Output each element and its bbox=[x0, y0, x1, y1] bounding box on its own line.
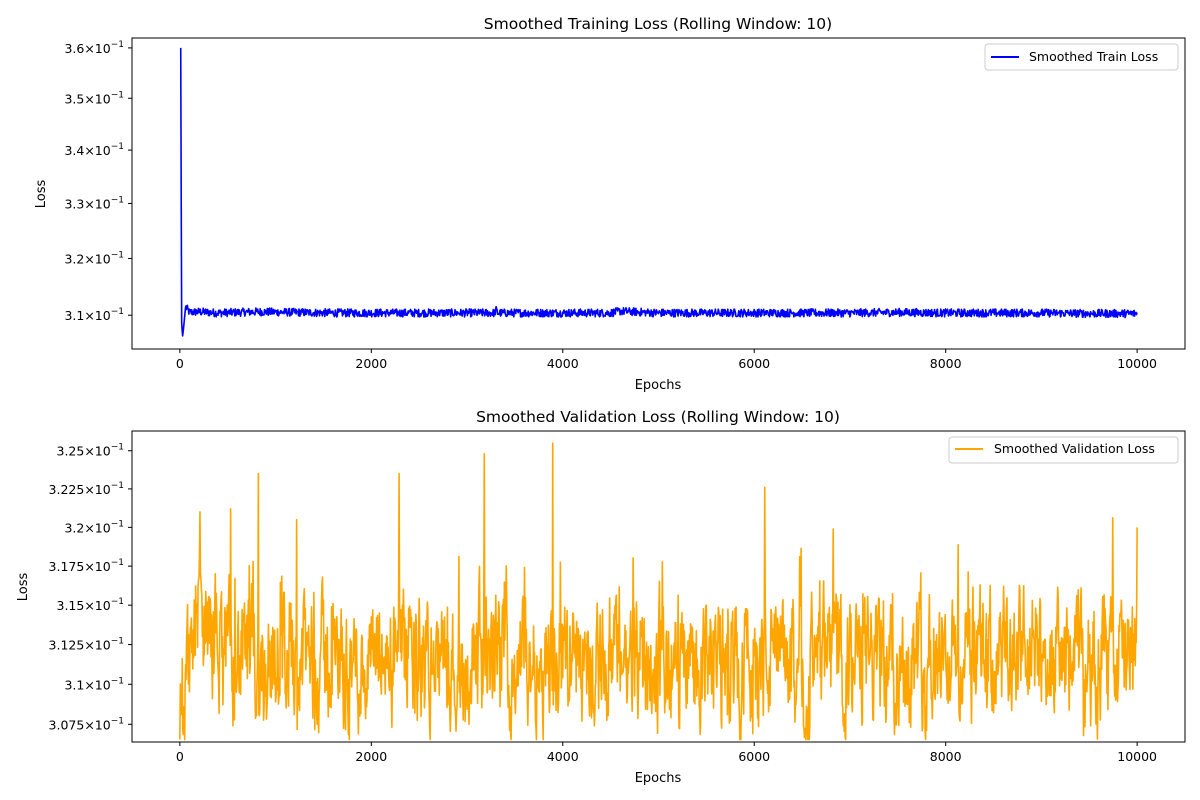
train-loss-y-label: Loss bbox=[34, 180, 49, 209]
validation-loss-title: Smoothed Validation Loss (Rolling Window… bbox=[476, 408, 840, 426]
train-loss-y-tick-label: 3.1×10−1 bbox=[64, 307, 124, 323]
validation-loss-axes-frame bbox=[131, 430, 1186, 743]
train-loss-legend: Smoothed Train Loss bbox=[984, 43, 1179, 71]
validation-loss-legend-label: Smoothed Validation Loss bbox=[994, 441, 1155, 456]
train-loss-title: Smoothed Training Loss (Rolling Window: … bbox=[484, 15, 832, 33]
train-loss-x-tick-label: 10000 bbox=[1117, 356, 1157, 371]
train-loss-x-tick-label: 6000 bbox=[738, 356, 770, 371]
train-loss-series bbox=[179, 47, 1138, 337]
validation-loss-legend-box bbox=[948, 436, 1179, 464]
train-loss-y-tick-label: 3.4×10−1 bbox=[64, 142, 124, 158]
train-loss-x-tick-label: 8000 bbox=[930, 356, 962, 371]
validation-loss-y-tick-label: 3.125×10−1 bbox=[49, 637, 124, 653]
train-loss-x-tick-label: 0 bbox=[176, 356, 184, 371]
validation-loss-y-tick-label: 3.225×10−1 bbox=[49, 481, 124, 497]
validation-loss-axes: Smoothed Validation Loss (Rolling Window… bbox=[16, 408, 1186, 786]
validation-loss-y-tick-label: 3.2×10−1 bbox=[64, 519, 124, 535]
train-loss-y-ticks: 3.1×10−1 3.2×10−1 3.3×10−1 3.4×10−1 3.5×10−1… bbox=[64, 40, 132, 323]
train-loss-axes: Smoothed Training Loss (Rolling Window: … bbox=[34, 15, 1186, 393]
validation-loss-x-tick-label: 6000 bbox=[738, 749, 770, 764]
validation-loss-y-tick-label: 3.175×10−1 bbox=[49, 558, 124, 574]
train-loss-line bbox=[179, 47, 1138, 337]
validation-loss-x-tick-label: 2000 bbox=[355, 749, 387, 764]
train-loss-x-tick-label: 2000 bbox=[355, 356, 387, 371]
train-loss-axes-frame bbox=[131, 37, 1186, 350]
train-loss-y-tick-label: 3.2×10−1 bbox=[64, 250, 124, 266]
train-loss-legend-label: Smoothed Train Loss bbox=[1029, 49, 1158, 64]
validation-loss-y-ticks: 3.075×10−1 3.1×10−1 3.125×10−1 3.15×10−1 3.1… bbox=[49, 443, 132, 732]
validation-loss-x-label: Epochs bbox=[635, 771, 682, 786]
validation-loss-y-tick-label: 3.25×10−1 bbox=[57, 443, 125, 459]
train-loss-x-ticks: 0 2000 4000 6000 8000 10000 bbox=[176, 349, 1157, 371]
train-loss-y-tick-label: 3.6×10−1 bbox=[64, 40, 124, 56]
validation-loss-y-tick-label: 3.15×10−1 bbox=[57, 597, 125, 613]
validation-loss-x-tick-label: 4000 bbox=[547, 749, 579, 764]
train-loss-legend-box bbox=[984, 43, 1179, 71]
validation-loss-y-tick-label: 3.075×10−1 bbox=[49, 716, 124, 732]
train-loss-y-tick-label: 3.5×10−1 bbox=[64, 90, 124, 106]
train-loss-x-tick-label: 4000 bbox=[547, 356, 579, 371]
train-loss-x-label: Epochs bbox=[635, 378, 682, 393]
validation-loss-x-tick-label: 8000 bbox=[930, 749, 962, 764]
validation-loss-x-tick-label: 0 bbox=[176, 749, 184, 764]
validation-loss-series bbox=[179, 442, 1138, 741]
validation-loss-x-tick-label: 10000 bbox=[1117, 749, 1157, 764]
train-loss-y-tick-label: 3.3×10−1 bbox=[64, 195, 124, 211]
validation-loss-line bbox=[179, 442, 1138, 741]
validation-loss-y-label: Loss bbox=[16, 573, 31, 602]
validation-loss-legend: Smoothed Validation Loss bbox=[948, 436, 1179, 464]
validation-loss-y-tick-label: 3.1×10−1 bbox=[64, 676, 124, 692]
validation-loss-x-ticks: 0 2000 4000 6000 8000 10000 bbox=[176, 742, 1157, 764]
